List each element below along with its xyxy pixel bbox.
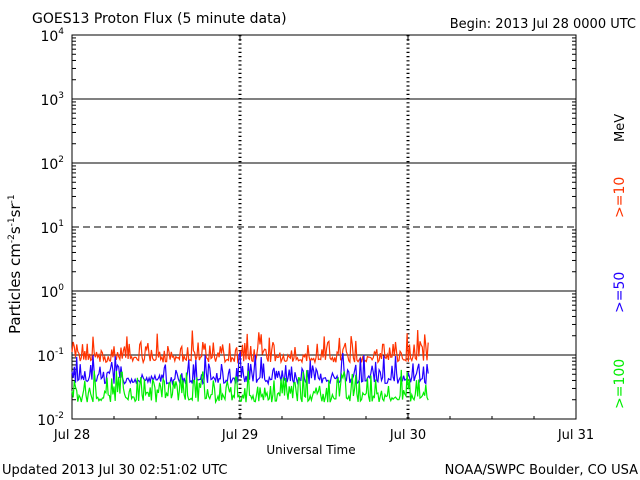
y-tick-label: 103 xyxy=(40,91,64,109)
x-tick-label: Jul 29 xyxy=(221,428,258,443)
y-tick-label: 10-2 xyxy=(37,411,64,429)
legend-ge10: >=10 xyxy=(612,177,628,218)
series-line-ge10 xyxy=(71,329,429,365)
series-line-ge50 xyxy=(71,350,429,386)
legend-ge50: >=50 xyxy=(612,272,628,313)
y-tick-label: 101 xyxy=(40,219,64,237)
updated-timestamp: Updated 2013 Jul 30 02:51:02 UTC xyxy=(2,463,227,478)
y-tick-label: 104 xyxy=(40,27,64,45)
chart-title: GOES13 Proton Flux (5 minute data) xyxy=(32,11,287,27)
credit-text: NOAA/SWPC Boulder, CO USA xyxy=(445,463,638,478)
x-tick-label: Jul 31 xyxy=(557,428,594,443)
plot-frame xyxy=(71,34,577,420)
legend-ge100: >=100 xyxy=(612,359,628,409)
legend-unit: MeV xyxy=(613,114,628,142)
series-line-ge100 xyxy=(71,369,429,405)
y-axis-title: Particles cm-2s-1sr-1 xyxy=(6,194,24,334)
x-tick-label: Jul 30 xyxy=(389,428,426,443)
y-tick-label: 100 xyxy=(40,283,64,301)
y-tick-label: 10-1 xyxy=(37,347,64,365)
y-tick-label: 102 xyxy=(40,155,64,173)
begin-date: Begin: 2013 Jul 28 0000 UTC xyxy=(450,17,636,32)
x-tick-label: Jul 28 xyxy=(53,428,90,443)
x-axis-title: Universal Time xyxy=(266,443,355,457)
